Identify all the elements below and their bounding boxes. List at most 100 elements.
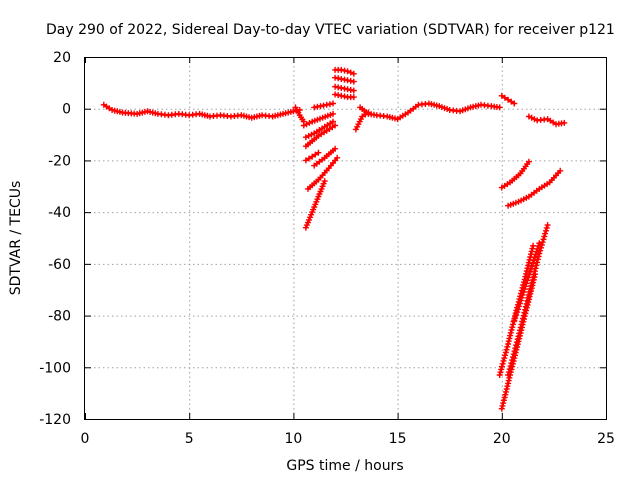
x-tick-label: 15	[389, 431, 407, 447]
data-point	[522, 283, 529, 290]
data-series-arc-24	[511, 240, 543, 324]
data-point	[521, 286, 528, 293]
data-series-arc-5	[302, 122, 339, 150]
data-trace	[500, 160, 531, 189]
data-point	[533, 248, 540, 255]
data-point	[335, 92, 342, 99]
data-series-arc-4	[302, 118, 336, 141]
data-point	[498, 366, 505, 373]
x-tick-label: 10	[284, 431, 302, 447]
data-point	[502, 352, 508, 359]
data-series-arc-18	[525, 113, 568, 128]
data-point	[525, 294, 532, 301]
y-tick-label: -100	[39, 360, 71, 376]
data-point	[350, 70, 357, 77]
data-point	[510, 351, 517, 358]
data-point	[330, 110, 336, 117]
data-series-arc-6	[311, 100, 336, 111]
y-tick-label: -20	[48, 153, 71, 169]
data-point	[503, 346, 510, 353]
data-point	[344, 68, 351, 75]
x-axis-label: GPS time / hours	[286, 458, 403, 474]
data-point	[513, 312, 520, 318]
data-point	[518, 294, 525, 301]
data-point	[516, 300, 523, 307]
data-point	[528, 266, 534, 272]
data-point	[528, 283, 535, 289]
data-point	[365, 109, 372, 116]
data-point	[334, 154, 341, 161]
data-series-arc-15	[357, 100, 503, 123]
data-series-arc-16	[352, 109, 372, 133]
data-point	[350, 94, 357, 101]
data-point	[525, 158, 532, 165]
x-tick-label: 25	[597, 431, 615, 447]
y-tick-label: -40	[48, 205, 71, 221]
y-tick-label: 20	[53, 50, 71, 66]
data-point	[499, 360, 506, 367]
data-series-arc-1	[100, 101, 303, 121]
data-point	[302, 157, 309, 164]
x-tick-label: 20	[493, 431, 511, 447]
data-series-arc-13	[332, 83, 357, 94]
data-point	[527, 268, 533, 275]
data-series-arc-23	[505, 222, 551, 378]
data-point	[362, 111, 369, 118]
data-point	[500, 357, 507, 364]
data-point	[350, 87, 357, 94]
data-point	[529, 260, 536, 267]
data-series-arc-17	[498, 92, 518, 107]
data-point	[522, 303, 529, 310]
data-point	[512, 345, 519, 352]
data-series-arc-8	[311, 145, 339, 169]
data-point	[542, 230, 549, 237]
data-point	[511, 348, 518, 355]
data-series-arc-7	[302, 149, 322, 164]
data-point	[504, 343, 511, 350]
data-point	[505, 96, 512, 103]
data-point	[303, 121, 310, 128]
data-series-arc-9	[305, 154, 341, 192]
y-tick-label: 0	[62, 102, 71, 118]
data-series-arc-10	[302, 178, 328, 231]
data-point	[524, 277, 531, 284]
data-point	[517, 297, 524, 304]
data-point	[536, 240, 543, 247]
data-series-arc-12	[332, 74, 357, 85]
y-axis-label: SDTVAR / TECUs	[8, 181, 24, 296]
data-point	[532, 251, 539, 258]
data-point	[539, 239, 546, 246]
data-point	[526, 288, 533, 295]
data-point	[341, 76, 348, 83]
data-point	[315, 149, 322, 156]
data-point	[350, 78, 357, 85]
grid-lines	[85, 57, 606, 419]
data-point	[511, 100, 518, 107]
data-series-arc-2	[292, 104, 307, 125]
data-point	[530, 242, 537, 249]
chart-title: Day 290 of 2022, Sidereal Day-to-day VTE…	[46, 22, 615, 38]
data-point	[520, 289, 527, 295]
axis-ticks: -120 -100 -80 -60 -40 -20 0 20 0 5 10 15 20 25	[39, 50, 615, 447]
data-point	[530, 257, 537, 264]
data-series-arc-20	[505, 167, 564, 209]
data-point	[314, 103, 321, 110]
data-point	[533, 262, 540, 269]
data-point	[305, 132, 312, 139]
data-point	[519, 291, 526, 298]
y-tick-label: -80	[48, 309, 71, 325]
data-point	[513, 339, 520, 346]
data-point	[557, 167, 564, 174]
data-point	[332, 122, 339, 129]
data-point	[521, 309, 528, 316]
data-point	[534, 256, 541, 263]
data-point	[332, 83, 339, 90]
data-point	[515, 303, 522, 310]
data-point	[496, 104, 503, 111]
data-point	[514, 309, 521, 316]
data-series-arc-19	[498, 158, 532, 191]
data-point	[508, 98, 515, 105]
data-point	[541, 233, 548, 240]
x-tick-label: 5	[185, 431, 194, 447]
